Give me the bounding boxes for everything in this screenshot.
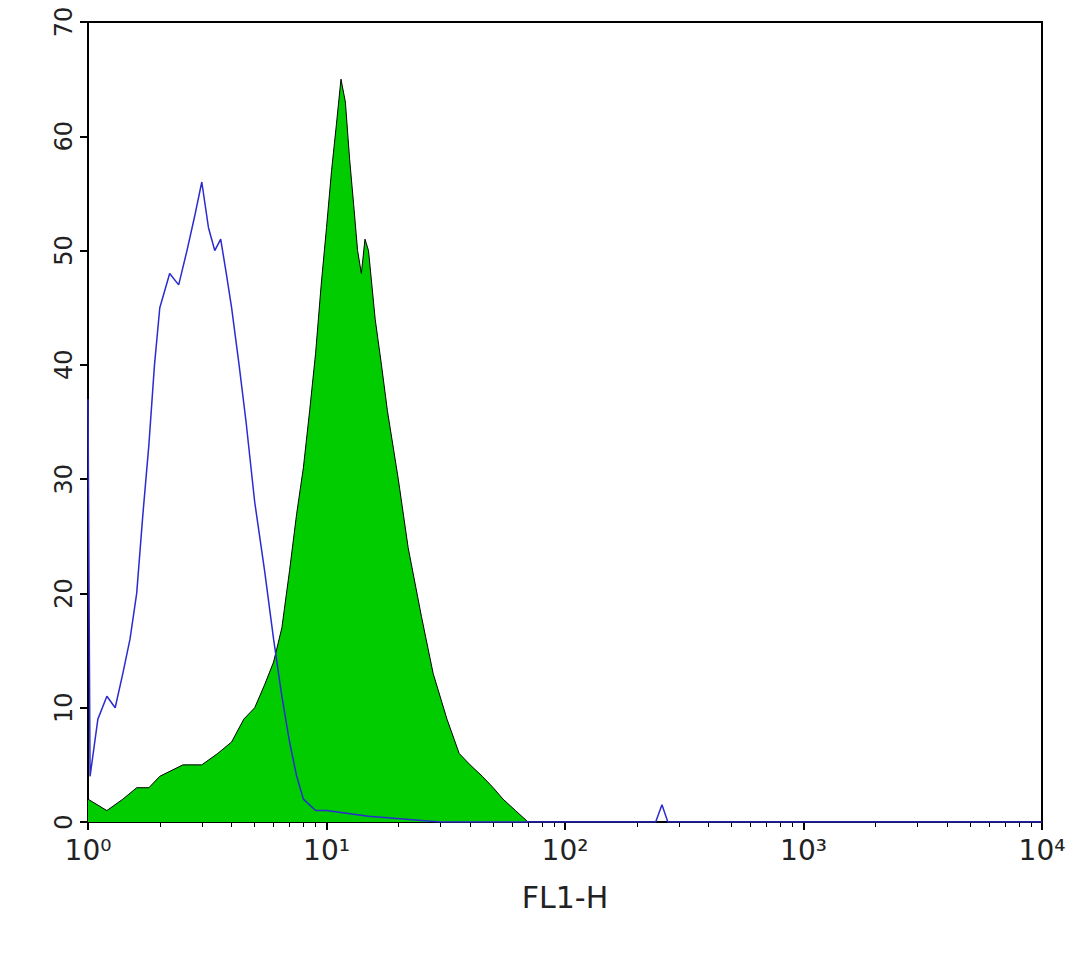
svg-text:10²: 10² <box>542 834 589 867</box>
svg-text:10¹: 10¹ <box>303 834 350 867</box>
svg-text:10⁰: 10⁰ <box>65 834 112 867</box>
svg-text:40: 40 <box>50 350 78 381</box>
svg-text:FL1-H: FL1-H <box>522 880 608 915</box>
svg-text:20: 20 <box>50 578 78 609</box>
svg-text:60: 60 <box>50 121 78 152</box>
svg-text:50: 50 <box>50 235 78 266</box>
svg-text:30: 30 <box>50 464 78 495</box>
svg-text:10⁴: 10⁴ <box>1019 834 1066 867</box>
svg-text:10³: 10³ <box>780 834 827 867</box>
svg-text:10: 10 <box>50 692 78 723</box>
svg-text:70: 70 <box>50 7 78 38</box>
svg-text:0: 0 <box>50 814 78 829</box>
